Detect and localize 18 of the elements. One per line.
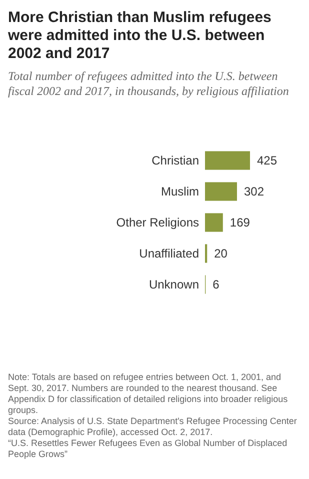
y-tick-label: Unaffiliated xyxy=(139,246,199,261)
text: Note: Totals are based on refugee entries between Oct. 1, 2001, and Sept. 30, 2017. Numbers are rounded to the nearest thousand. See Appendix D for classification of detailed religions into broader religious groups. xyxy=(8,372,288,415)
source-note: Source: Analysis of U.S. State Department's Refugee Processing Center data (Demographic Profile), accessed Oct. 2, 2017. xyxy=(8,416,297,437)
data-label: 6 xyxy=(212,278,220,292)
data-label: 425 xyxy=(257,154,278,168)
data-label: 169 xyxy=(230,216,250,230)
bar xyxy=(205,151,250,170)
y-tick-label: Other Religions xyxy=(116,216,199,230)
chart-title: More Christian than Muslim refugees were admitted into the U.S. between 2002 and 2017 xyxy=(7,9,272,62)
chart-subtitle: Total number of refugees admitted into the U.S. between fiscal 2002 and 2017, in thousands, by religious affiliation xyxy=(8,69,289,98)
text: “U.S. Resettles Fewer Refugees Even as Global Number of Displaced People Grows” xyxy=(8,438,288,459)
y-tick-label: Unknown xyxy=(148,278,199,292)
data-label: 302 xyxy=(244,184,264,199)
data-label: 20 xyxy=(214,246,228,261)
y-tick-label: Muslim xyxy=(161,184,199,199)
y-tick-label: Christian xyxy=(152,154,199,168)
bar xyxy=(205,182,237,201)
bar xyxy=(205,213,223,232)
